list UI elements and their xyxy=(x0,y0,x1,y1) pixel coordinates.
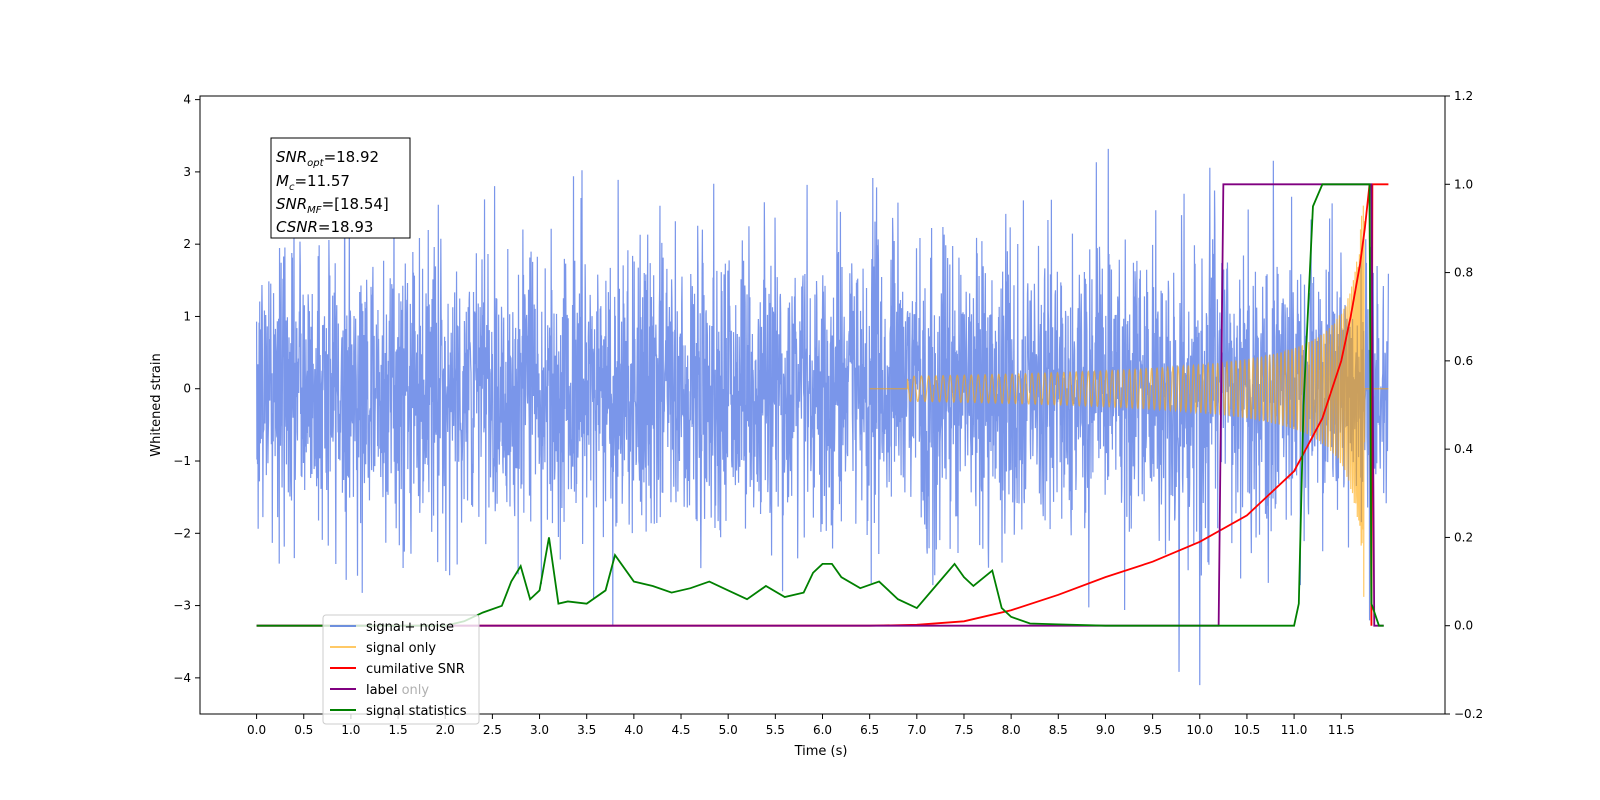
y-tick-label-left: −2 xyxy=(173,526,191,540)
series-signal-statistics xyxy=(256,183,1384,627)
x-axis-label: Time (s) xyxy=(794,744,848,759)
y-tick-label-right: 0.0 xyxy=(1454,619,1473,633)
x-tick-label: 8.0 xyxy=(1002,723,1021,737)
textbox-line-4: CSNR=18.93 xyxy=(276,218,373,236)
x-tick-label: 4.5 xyxy=(671,723,690,737)
x-tick-label: 10.5 xyxy=(1234,723,1261,737)
y-tick-label-right: 0.4 xyxy=(1454,442,1473,456)
x-tick-label: 9.5 xyxy=(1143,723,1162,737)
x-tick-label: 3.5 xyxy=(577,723,596,737)
legend-label-signal-statistics: signal statistics xyxy=(366,704,467,719)
x-tick-label: 7.0 xyxy=(907,723,926,737)
series-layer xyxy=(255,148,1390,686)
x-tick-label: 4.0 xyxy=(624,723,643,737)
legend-frame xyxy=(322,614,480,725)
series-label xyxy=(256,183,1384,627)
legend: signal+ noise signal only cumilative SNR… xyxy=(322,614,480,725)
y-tick-label-left: 1 xyxy=(183,309,191,323)
x-tick-label: 1.5 xyxy=(389,723,408,737)
y-tick-label-right: 0.2 xyxy=(1454,530,1473,544)
y-tick-label-left: 0 xyxy=(183,382,191,396)
textbox-line-2: Mc=11.57 xyxy=(276,172,350,193)
x-tick-label: 6.0 xyxy=(813,723,832,737)
legend-label-signal-noise: signal+ noise xyxy=(366,620,454,635)
series-signal-noise xyxy=(255,148,1390,686)
y-tick-label-right: 0.6 xyxy=(1454,354,1473,368)
textbox-frame xyxy=(270,137,411,239)
x-tick-label: 6.5 xyxy=(860,723,879,737)
legend-label-signal-only: signal only xyxy=(366,641,436,656)
textbox-line-1: SNRopt=18.92 xyxy=(276,148,379,169)
x-tick-label: 8.5 xyxy=(1049,723,1068,737)
legend-label-cumulative-snr: cumilative SNR xyxy=(366,662,465,677)
y-tick-label-left: 2 xyxy=(183,237,191,251)
y-tick-label-right: 0.8 xyxy=(1454,266,1473,280)
y-tick-label-left: 4 xyxy=(183,93,191,107)
y-tick-label-left: −1 xyxy=(173,454,191,468)
axes-layer: 0.0 0.5 1.0 1.5 2.0 2.5 3.0 3.5 4.0 4.5 5.0 5.5 6.0 6… xyxy=(173,89,1483,737)
x-tick-label: 2.0 xyxy=(436,723,455,737)
x-tick-label: 0.0 xyxy=(247,723,266,737)
y-tick-label-left: 3 xyxy=(183,165,191,179)
snr-textbox: SNRopt=18.92 Mc=11.57 SNRMF=[18.54] CSNR… xyxy=(270,137,411,239)
textbox-line-3: SNRMF=[18.54] xyxy=(276,195,389,216)
series-signal-only xyxy=(869,205,1389,597)
x-tick-label: 11.5 xyxy=(1328,723,1355,737)
legend-label-label: label xyxy=(366,683,397,698)
y-tick-label-right: 1.0 xyxy=(1454,177,1473,191)
x-tick-label: 11.0 xyxy=(1281,723,1308,737)
x-tick-label: 0.5 xyxy=(294,723,313,737)
x-tick-label: 2.5 xyxy=(483,723,502,737)
y-tick-label-right: −0.2 xyxy=(1454,707,1483,721)
x-tick-label: 10.0 xyxy=(1186,723,1213,737)
x-tick-label: 7.5 xyxy=(954,723,973,737)
legend-label-label-only: label only xyxy=(366,683,429,698)
x-tick-label: 9.0 xyxy=(1096,723,1115,737)
x-tick-label: 5.0 xyxy=(719,723,738,737)
x-tick-label: 5.5 xyxy=(766,723,785,737)
x-tick-label: 1.0 xyxy=(341,723,360,737)
y-axis-label: Whitened strain xyxy=(149,353,164,456)
y-tick-label-right: 1.2 xyxy=(1454,89,1473,103)
x-tick-label: 3.0 xyxy=(530,723,549,737)
y-tick-label-left: −3 xyxy=(173,599,191,613)
y-tick-label-left: −4 xyxy=(173,671,191,685)
